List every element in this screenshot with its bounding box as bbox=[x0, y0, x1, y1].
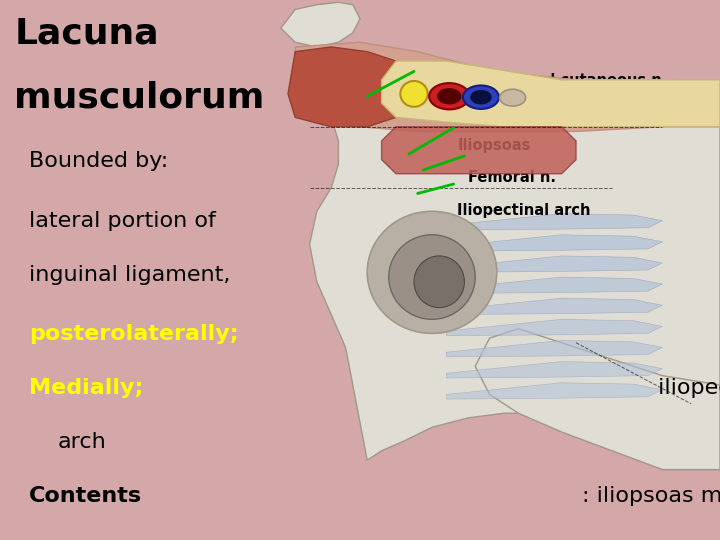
Circle shape bbox=[471, 91, 491, 104]
Polygon shape bbox=[446, 298, 662, 315]
Polygon shape bbox=[310, 47, 720, 470]
Text: Bounded by:: Bounded by: bbox=[29, 151, 175, 171]
Text: Iliopectinal arch: Iliopectinal arch bbox=[457, 202, 590, 218]
Polygon shape bbox=[446, 319, 662, 336]
Text: Lateral femoral cutaneous n.: Lateral femoral cutaneous n. bbox=[428, 73, 667, 88]
Polygon shape bbox=[446, 277, 662, 293]
Circle shape bbox=[463, 85, 499, 109]
Circle shape bbox=[438, 89, 461, 104]
Text: Lacuna: Lacuna bbox=[14, 16, 159, 50]
Circle shape bbox=[500, 89, 526, 106]
Polygon shape bbox=[446, 214, 662, 230]
Text: Femoral n.: Femoral n. bbox=[468, 170, 556, 185]
Polygon shape bbox=[446, 383, 662, 399]
Ellipse shape bbox=[400, 81, 428, 107]
Polygon shape bbox=[382, 127, 576, 174]
Polygon shape bbox=[446, 235, 662, 251]
Polygon shape bbox=[446, 340, 662, 357]
Text: lateral portion of: lateral portion of bbox=[29, 211, 216, 231]
Text: Medially;: Medially; bbox=[29, 378, 143, 398]
Polygon shape bbox=[446, 362, 662, 378]
Polygon shape bbox=[382, 61, 720, 127]
Ellipse shape bbox=[389, 235, 475, 319]
Text: arch: arch bbox=[58, 432, 107, 452]
Text: Contents: Contents bbox=[29, 486, 142, 506]
Text: Iliopsoas: Iliopsoas bbox=[457, 138, 531, 153]
Text: : iliopsoas m,: : iliopsoas m, bbox=[582, 486, 720, 506]
Text: posterolaterally;: posterolaterally; bbox=[29, 324, 238, 344]
Polygon shape bbox=[281, 2, 360, 47]
Text: inguinal ligament,: inguinal ligament, bbox=[29, 265, 230, 285]
Text: musculorum: musculorum bbox=[14, 81, 265, 115]
Polygon shape bbox=[475, 329, 720, 470]
Polygon shape bbox=[446, 256, 662, 272]
Ellipse shape bbox=[414, 256, 464, 308]
Polygon shape bbox=[295, 42, 720, 131]
Text: iliopectinal: iliopectinal bbox=[651, 378, 720, 398]
Polygon shape bbox=[288, 47, 410, 127]
Ellipse shape bbox=[367, 211, 497, 333]
Circle shape bbox=[429, 83, 469, 110]
